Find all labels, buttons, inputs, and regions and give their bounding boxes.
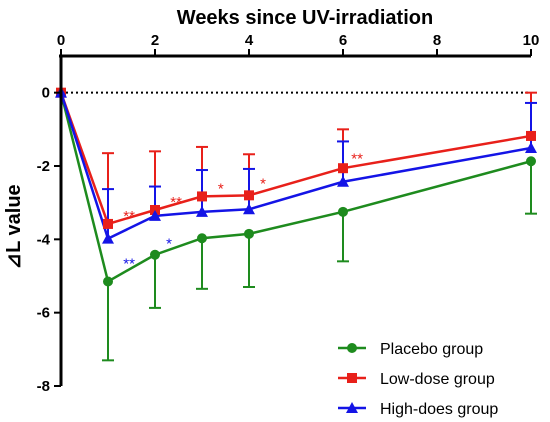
high-does-group-point: [102, 232, 114, 244]
low-dose-group-point: [244, 190, 254, 201]
y-tick-label: -6: [37, 305, 50, 322]
legend-label-high-does-group: High-does group: [380, 401, 498, 418]
y-tick-label: -4: [37, 231, 51, 248]
x-tick-label: 4: [245, 32, 254, 49]
axis-ticks: 0 2 4 6 8 10 0 -2 -4 -6 -8: [37, 32, 540, 395]
legend-label-placebo-group: Placebo group: [380, 341, 483, 358]
x-tick-label: 2: [151, 32, 159, 49]
low-dose-group-point: [103, 218, 113, 229]
significance-marker: **: [170, 194, 182, 211]
y-tick-label: -8: [37, 378, 50, 395]
error-bars: [102, 91, 537, 362]
low-dose-group-point: [338, 163, 348, 174]
legend-label-low-dose-group: Low-dose group: [380, 371, 495, 388]
placebo-group-point: [103, 276, 113, 287]
x-axis-title: Weeks since UV-irradiation: [177, 7, 433, 29]
legend-marker-high-does-group: [346, 402, 358, 413]
high-does-group-point: [243, 203, 255, 215]
y-tick-label: 0: [42, 85, 50, 102]
placebo-group-point: [526, 156, 536, 167]
y-axis-title: ⊿L value: [3, 184, 25, 269]
significance-marker: *: [166, 236, 172, 253]
series-lines: [59, 92, 532, 284]
legend: Placebo group Low-dose group High-does gro…: [338, 341, 498, 418]
x-tick-label: 0: [57, 32, 65, 49]
placebo-group-point: [244, 228, 254, 239]
x-tick-label: 8: [433, 32, 441, 49]
axes: [59, 54, 531, 386]
placebo-group-point: [197, 233, 207, 244]
y-tick-label: -2: [37, 158, 50, 175]
significance-marker: **: [123, 208, 135, 225]
high-does-group-point: [196, 205, 208, 217]
high-does-group-point: [525, 142, 537, 154]
legend-marker-placebo-group: [347, 343, 357, 353]
placebo-group-point: [150, 249, 160, 260]
low-dose-group-point: [197, 191, 207, 202]
significance-annotations: ***** ******: [123, 150, 363, 272]
placebo-group-point: [338, 206, 348, 217]
x-tick-label: 6: [339, 32, 347, 49]
low-dose-group-line: [59, 92, 532, 226]
significance-marker: **: [351, 150, 363, 167]
legend-marker-low-dose-group: [347, 373, 357, 383]
low-dose-group-point: [526, 130, 536, 141]
significance-marker: **: [123, 256, 135, 273]
significance-marker: *: [218, 181, 224, 198]
x-tick-label: 10: [523, 32, 540, 49]
high-does-group-point: [149, 209, 161, 221]
high-does-group-point: [337, 175, 349, 187]
placebo-group-line: [59, 92, 532, 284]
significance-marker: *: [260, 176, 266, 193]
